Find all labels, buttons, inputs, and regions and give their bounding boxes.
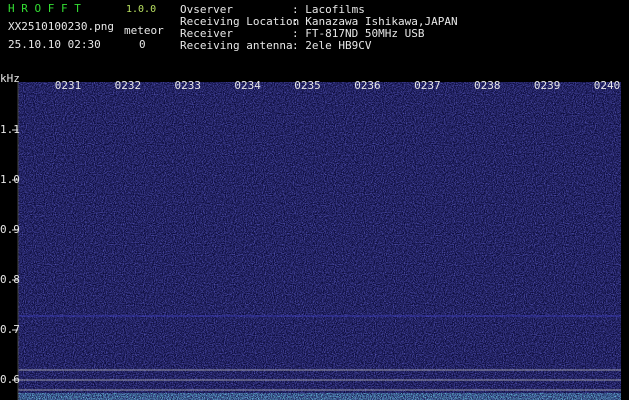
y-tick-label: 1.0 (0, 173, 20, 186)
time-label: 0231 (55, 79, 82, 92)
info-label: Receiving antenna (180, 39, 293, 52)
y-tick-label: 0.7 (0, 323, 20, 336)
spectrogram-noise (18, 82, 621, 400)
y-tick-label: 0.8 (0, 273, 20, 286)
info-label: Receiving Location (180, 15, 299, 28)
time-label: 0235 (294, 79, 321, 92)
app-name: H R O F F T (8, 2, 81, 15)
time-label: 0233 (175, 79, 202, 92)
info-label: Receiver (180, 27, 233, 40)
time-label: 0240 (594, 79, 621, 92)
info-value: : Kanazawa Ishikawa,JAPAN (292, 15, 458, 28)
info-value: : 2ele HB9CV (292, 39, 372, 52)
time-label: 0236 (354, 79, 381, 92)
time-label: 0239 (534, 79, 561, 92)
counter-value: 0 (139, 38, 146, 51)
time-label: 0238 (474, 79, 501, 92)
time-label: 0232 (115, 79, 142, 92)
axes: 1.1 1.0 0.9 0.8 0.7 0.6 0231 0232 0233 0234 0235 02… (0, 79, 620, 386)
filename: XX2510100230.png (8, 20, 114, 33)
datetime: 25.10.10 02:30 (8, 38, 101, 51)
y-tick-label: 0.9 (0, 223, 20, 236)
time-label: 0234 (234, 79, 261, 92)
y-unit: kHz (0, 72, 20, 85)
info-value: : Lacofilms (292, 3, 365, 16)
time-label: 0237 (414, 79, 441, 92)
y-tick-label: 1.1 (0, 123, 20, 136)
version: 1.0.0 (126, 4, 156, 15)
y-tick-label: 0.6 (0, 373, 20, 386)
info-value: : FT-817ND 50MHz USB (292, 27, 425, 40)
info-label: Ovserver (180, 3, 233, 16)
counter-label: meteor (124, 24, 164, 37)
baseline-noise (18, 393, 621, 400)
